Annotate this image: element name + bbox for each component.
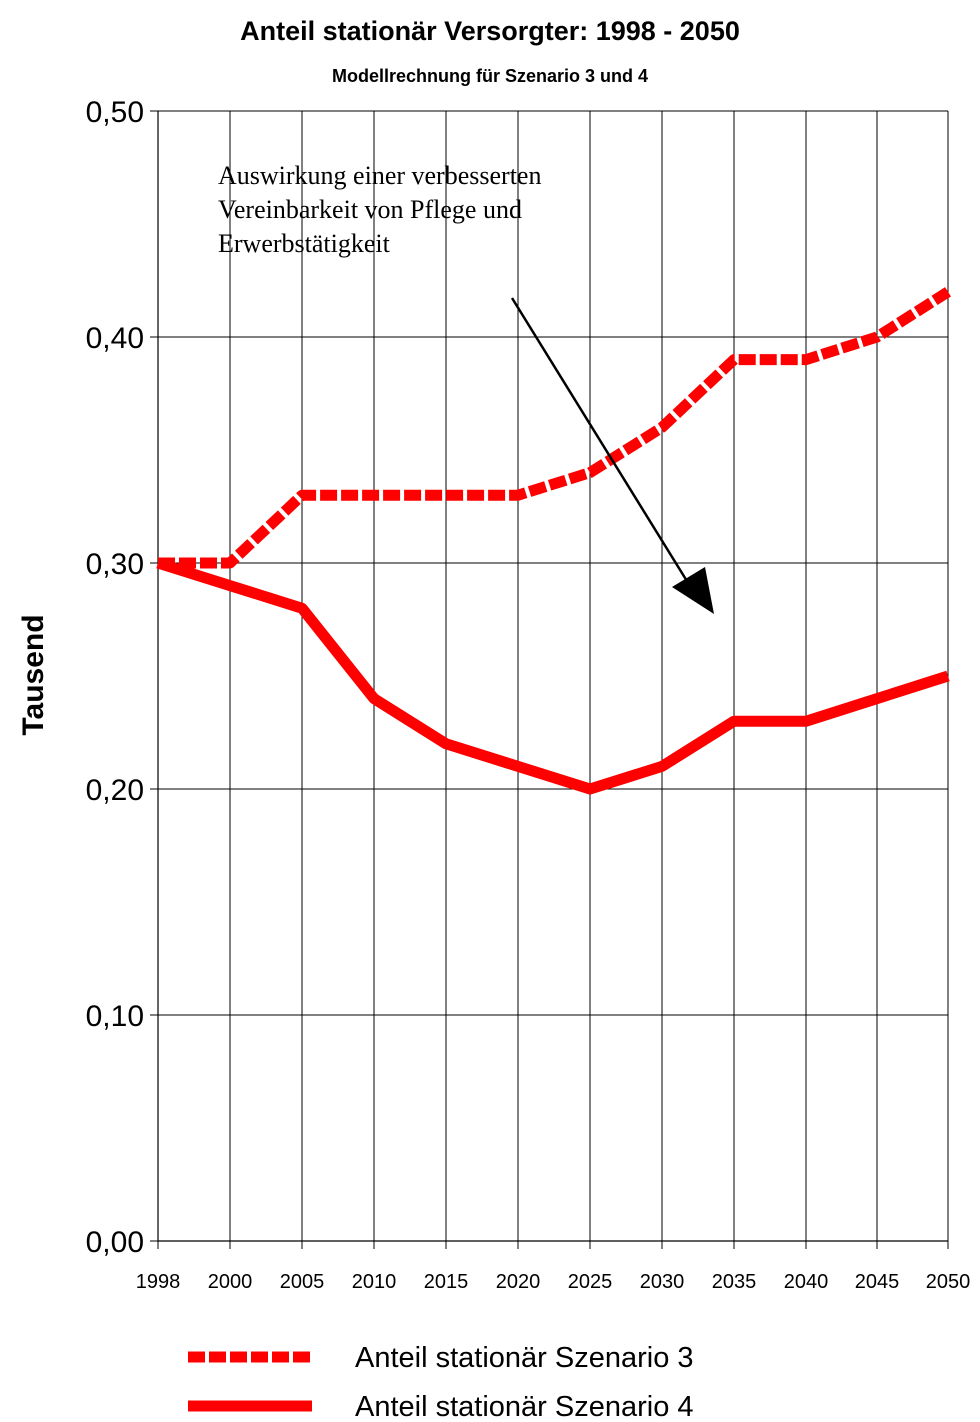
x-tick-labels: 1998 2000 2005 2010 2015 2020 2025 2030 2035 2040…	[136, 1271, 971, 1293]
y-tick-label: 0,40	[86, 322, 144, 355]
y-tick-label: 0,50	[86, 96, 144, 129]
series-line-2	[156, 557, 950, 795]
y-tick-label: 0,10	[86, 1000, 144, 1033]
legend: Anteil stationär Szenario 3 Anteil stati…	[188, 1342, 694, 1422]
legend-label-szenario-3: Anteil stationär Szenario 3	[355, 1342, 694, 1374]
y-axis-label: Tausend	[17, 614, 50, 735]
annotation-line-3: Erwerbstätigkeit	[218, 229, 391, 258]
x-tick-label: 2000	[208, 1271, 253, 1293]
annotation-line-1: Auswirkung einer verbesserten	[218, 161, 541, 190]
x-tick-label: 2020	[496, 1271, 541, 1293]
annotation-line-2: Vereinbarkeit von Pflege und	[218, 195, 522, 224]
x-tick-label: 2035	[712, 1271, 757, 1293]
chart-subtitle: Modellrechnung für Szenario 3 und 4	[332, 66, 648, 86]
x-tick-label: 2005	[280, 1271, 325, 1293]
y-tick-label: 0,20	[86, 774, 144, 807]
x-tick-label: 2015	[424, 1271, 469, 1293]
annotation: Auswirkung einer verbesserten Vereinbark…	[218, 161, 714, 614]
y-tick-label: 0,00	[86, 1226, 144, 1259]
x-tick-label: 1998	[136, 1271, 181, 1293]
chart-title: Anteil stationär Versorgter: 1998 - 2050	[240, 16, 740, 46]
x-tick-label: 2050	[926, 1271, 971, 1293]
y-tick-labels: 0,00 0,10 0,20 0,30 0,40 0,50	[86, 96, 144, 1259]
annotation-arrow-head	[672, 567, 714, 614]
x-tick-label: 2045	[855, 1271, 900, 1293]
x-tick-label: 2040	[784, 1271, 829, 1293]
axes	[150, 110, 949, 1249]
legend-label-szenario-4: Anteil stationär Szenario 4	[355, 1391, 694, 1422]
series-line-1	[158, 287, 951, 569]
x-tick-label: 2010	[352, 1271, 397, 1293]
x-tick-label: 2025	[568, 1271, 613, 1293]
series-lines	[156, 287, 951, 795]
x-tick-label: 2030	[640, 1271, 685, 1293]
gridlines	[158, 110, 949, 1241]
annotation-arrow-shaft	[510, 297, 692, 587]
y-tick-label: 0,30	[86, 548, 144, 581]
